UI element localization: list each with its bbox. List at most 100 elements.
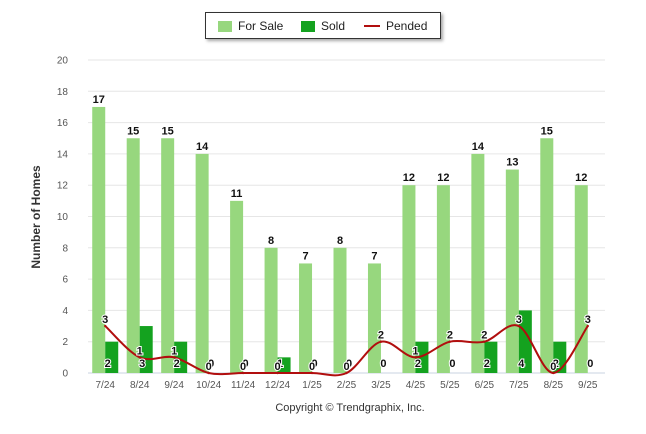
sold-bar bbox=[105, 341, 119, 373]
pended-point bbox=[104, 324, 107, 328]
pended-point bbox=[276, 371, 279, 375]
x-tick-label: 5/25 bbox=[440, 380, 460, 391]
x-tick-label: 8/25 bbox=[544, 380, 564, 391]
y-axis-title: Number of Homes bbox=[29, 165, 43, 269]
pended-value-label: 3 bbox=[102, 314, 108, 326]
pended-point bbox=[138, 356, 141, 359]
legend-label-pended: Pended bbox=[386, 19, 428, 33]
y-tick-label: 16 bbox=[57, 118, 69, 129]
for-sale-bar bbox=[195, 153, 209, 373]
for-sale-value-label: 7 bbox=[371, 250, 377, 262]
for-sale-bar bbox=[126, 138, 140, 373]
pended-value-label: 0 bbox=[206, 361, 212, 373]
x-tick-label: 7/24 bbox=[95, 380, 115, 391]
pended-value-label: 2 bbox=[378, 330, 384, 342]
for-sale-bar bbox=[505, 169, 519, 373]
y-tick-label: 0 bbox=[62, 369, 68, 380]
pended-value-label: 1 bbox=[171, 345, 177, 357]
pended-point bbox=[379, 340, 383, 343]
y-tick-label: 20 bbox=[57, 56, 69, 67]
y-tick-label: 18 bbox=[57, 87, 69, 98]
pended-value-label: 1 bbox=[137, 345, 143, 357]
sold-value-label: 3 bbox=[139, 358, 145, 370]
for-sale-bar bbox=[367, 263, 381, 373]
pended-value-label: 0 bbox=[550, 361, 556, 373]
pended-point bbox=[241, 371, 245, 375]
x-tick-label: 4/25 bbox=[406, 380, 426, 391]
for-sale-value-label: 12 bbox=[575, 172, 587, 184]
for-sale-value-label: 15 bbox=[541, 125, 553, 137]
x-tick-label: 6/25 bbox=[475, 380, 495, 391]
y-tick-label: 14 bbox=[57, 149, 69, 160]
pended-point bbox=[172, 356, 176, 359]
for-sale-value-label: 8 bbox=[337, 235, 343, 247]
sold-bar bbox=[174, 341, 188, 373]
for-sale-bar bbox=[161, 138, 175, 373]
pended-value-label: 1 bbox=[412, 345, 418, 357]
for-sale-value-label: 17 bbox=[93, 94, 105, 106]
copyright-footer: Copyright © Trendgraphix, Inc. bbox=[275, 402, 425, 414]
pended-value-label: 3 bbox=[585, 314, 591, 326]
pended-point bbox=[345, 371, 348, 375]
sold-value-label: 0 bbox=[380, 358, 386, 370]
for-sale-bar bbox=[540, 138, 554, 373]
pended-point bbox=[414, 356, 417, 359]
data-labels: 1723153115211400110081070080070212211202… bbox=[92, 93, 595, 374]
legend-label-sold: Sold bbox=[321, 19, 346, 33]
x-tick-label: 2/25 bbox=[337, 380, 357, 391]
sold-value-label: 0 bbox=[311, 358, 317, 370]
y-tick-labels: 0 2 4 6 8 10 12 14 16 18 20 bbox=[57, 56, 69, 380]
legend-item-sold[interactable]: Sold bbox=[301, 19, 345, 33]
x-tick-label: 7/25 bbox=[509, 380, 529, 391]
for-sale-value-label: 8 bbox=[268, 235, 274, 247]
pended-point bbox=[207, 371, 210, 375]
sold-value-label: 0 bbox=[587, 358, 593, 370]
pended-line-group bbox=[104, 324, 589, 377]
for-sale-bar bbox=[92, 106, 106, 373]
sold-value-label: 0 bbox=[346, 358, 352, 370]
pended-value-label: 0 bbox=[275, 361, 281, 373]
for-sale-value-label: 12 bbox=[403, 172, 415, 184]
pended-point bbox=[483, 340, 486, 343]
for-sale-bar bbox=[230, 200, 244, 373]
sold-value-label: 2 bbox=[553, 358, 559, 370]
sold-value-label: 0 bbox=[208, 358, 214, 370]
sold-value-label: 2 bbox=[105, 358, 111, 370]
sold-bar bbox=[484, 341, 498, 373]
for-sale-bar bbox=[333, 247, 347, 373]
for-sale-value-label: 15 bbox=[127, 125, 139, 137]
pended-point bbox=[448, 340, 452, 343]
bars bbox=[92, 106, 588, 373]
pended-value-label: 3 bbox=[516, 314, 522, 326]
sold-value-label: 2 bbox=[174, 358, 180, 370]
pended-point bbox=[517, 324, 521, 328]
legend-item-for-sale[interactable]: For Sale bbox=[218, 19, 283, 33]
x-tick-label: 8/24 bbox=[130, 380, 150, 391]
x-tick-label: 1/25 bbox=[302, 380, 322, 391]
sold-value-label: 2 bbox=[415, 358, 421, 370]
for-sale-bar bbox=[299, 263, 313, 373]
legend-label-for-sale: For Sale bbox=[238, 19, 284, 33]
for-sale-bar bbox=[436, 185, 450, 373]
for-sale-value-label: 14 bbox=[196, 141, 209, 153]
sold-bar bbox=[415, 341, 429, 373]
x-tick-label: 10/24 bbox=[196, 380, 221, 391]
for-sale-bar bbox=[574, 185, 588, 373]
sold-bar bbox=[139, 326, 153, 373]
pended-value-label: 2 bbox=[481, 330, 487, 342]
pended-point bbox=[310, 371, 314, 375]
for-sale-bar bbox=[471, 153, 485, 373]
sold-value-label: 0 bbox=[449, 358, 455, 370]
pended-point bbox=[552, 371, 555, 375]
pended-value-label: 0 bbox=[343, 361, 349, 373]
sold-bar bbox=[277, 357, 291, 373]
x-tick-label: 11/24 bbox=[231, 380, 256, 391]
legend-item-pended[interactable]: Pended bbox=[364, 19, 427, 33]
y-tick-label: 8 bbox=[62, 243, 68, 254]
y-tick-label: 6 bbox=[62, 275, 68, 286]
x-tick-label: 12/24 bbox=[265, 380, 290, 391]
pended-point bbox=[586, 324, 589, 328]
for-sale-value-label: 15 bbox=[162, 125, 174, 137]
y-tick-label: 10 bbox=[57, 212, 69, 223]
